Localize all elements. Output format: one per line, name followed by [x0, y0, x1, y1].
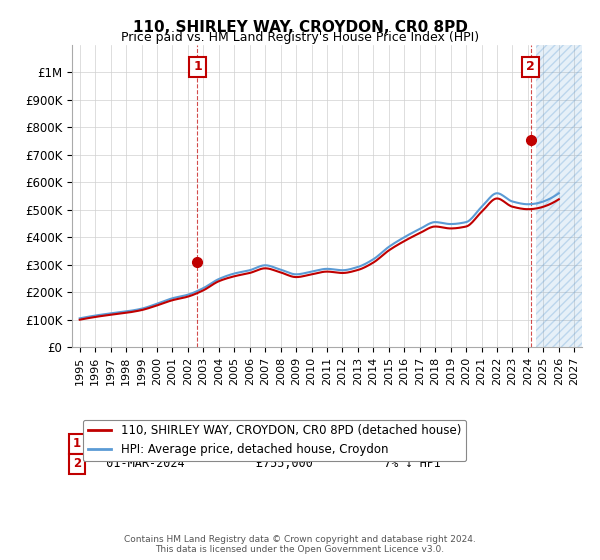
Text: 2: 2	[526, 60, 535, 73]
Legend: 110, SHIRLEY WAY, CROYDON, CR0 8PD (detached house), HPI: Average price, detache: 110, SHIRLEY WAY, CROYDON, CR0 8PD (deta…	[83, 419, 466, 461]
Text: 2: 2	[73, 457, 81, 470]
Text: Contains HM Land Registry data © Crown copyright and database right 2024.
This d: Contains HM Land Registry data © Crown c…	[124, 535, 476, 554]
Text: 01-MAR-2024          £755,000          7% ↓ HPI: 01-MAR-2024 £755,000 7% ↓ HPI	[92, 457, 442, 470]
Text: Price paid vs. HM Land Registry's House Price Index (HPI): Price paid vs. HM Land Registry's House …	[121, 31, 479, 44]
Text: 1: 1	[193, 60, 202, 73]
Text: 16-AUG-2002          £310,000          8% ↓ HPI: 16-AUG-2002 £310,000 8% ↓ HPI	[92, 437, 442, 450]
Text: 1: 1	[73, 437, 81, 450]
Text: 110, SHIRLEY WAY, CROYDON, CR0 8PD: 110, SHIRLEY WAY, CROYDON, CR0 8PD	[133, 20, 467, 35]
Bar	[536, 45, 582, 347]
Bar	[536, 45, 582, 347]
